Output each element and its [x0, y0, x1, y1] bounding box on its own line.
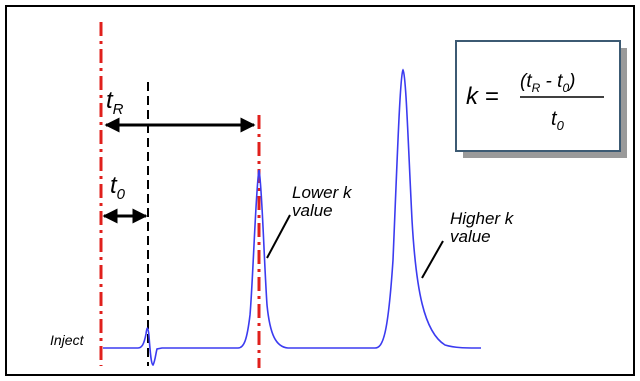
lower-k-label: Lower k value — [292, 183, 353, 220]
formula-lhs: k = — [466, 83, 499, 110]
formula-denominator: t0 — [551, 108, 565, 133]
t-r-label: tR — [106, 87, 124, 118]
t-0-label: t0 — [110, 172, 126, 203]
formula-numerator: (tR - t0) — [520, 71, 575, 95]
higher-k-pointer — [421, 240, 444, 279]
formula-box — [455, 40, 621, 152]
lower-k-pointer — [266, 214, 291, 259]
inject-label: Inject — [50, 332, 85, 348]
chromatogram-trace — [103, 68, 482, 367]
figure-border — [5, 5, 635, 376]
higher-k-label: Higher k value — [450, 209, 515, 246]
